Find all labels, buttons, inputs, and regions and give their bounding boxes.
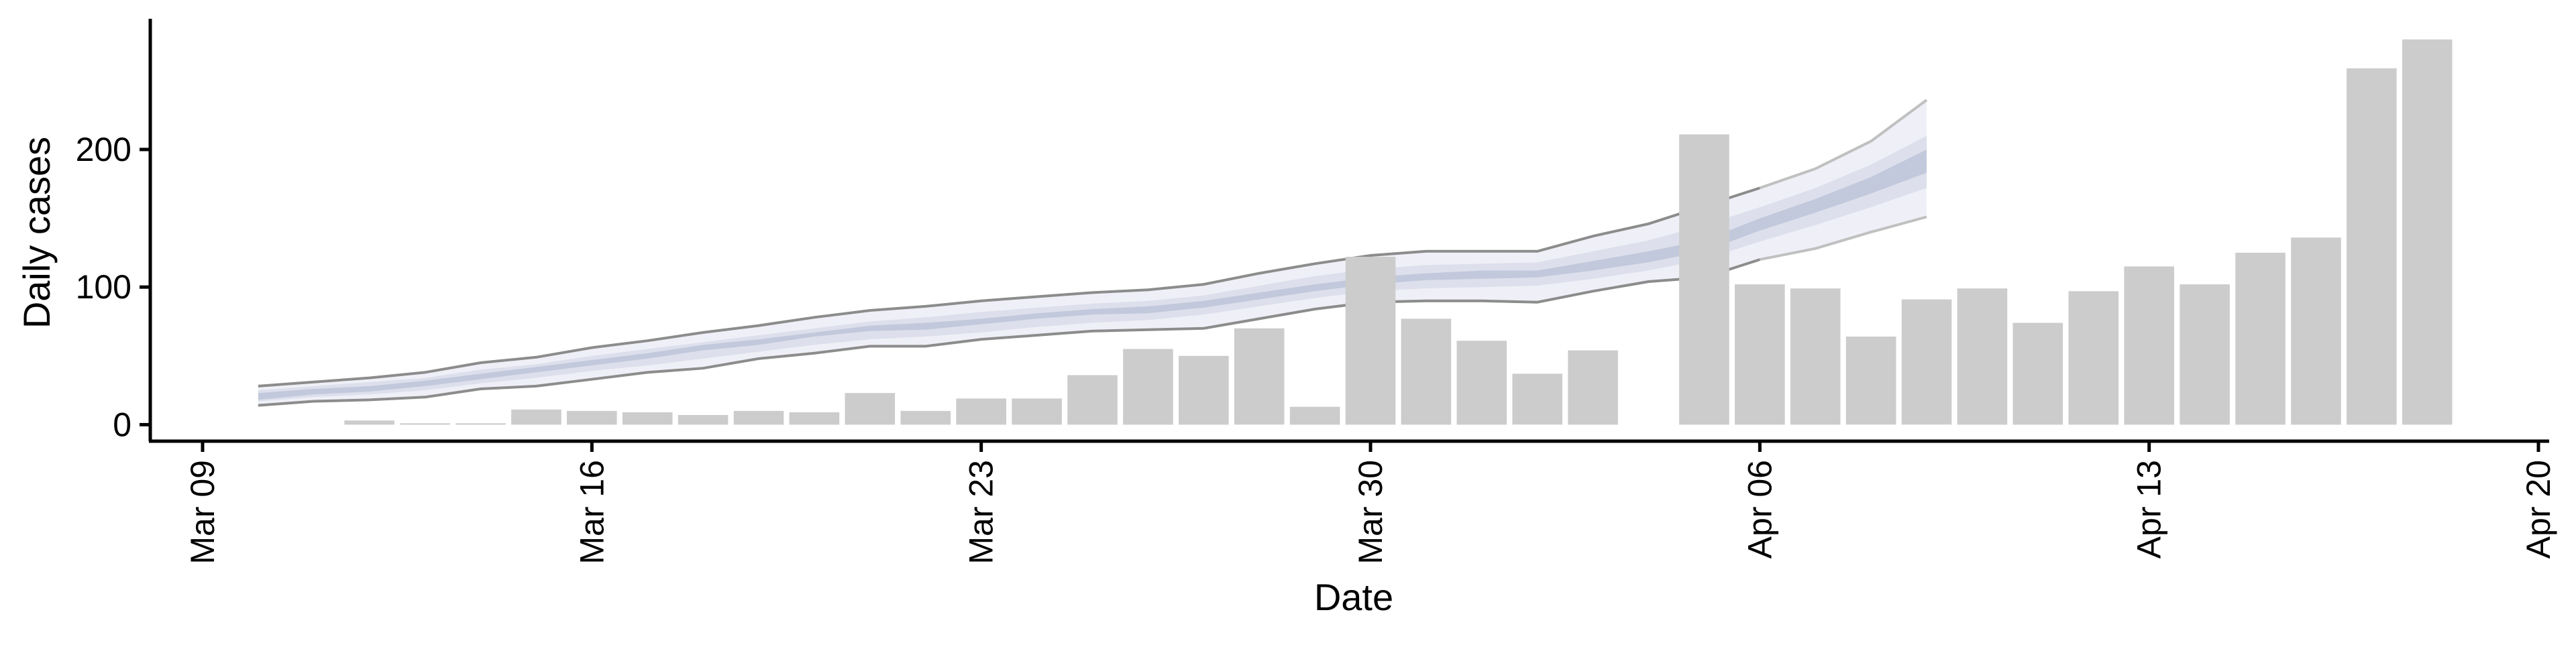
bar: [622, 412, 673, 425]
y-axis-title: Daily cases: [15, 137, 58, 329]
bar: [1512, 373, 1562, 425]
bar: [678, 415, 729, 425]
bar: [2235, 252, 2286, 425]
bar: [1067, 375, 1118, 425]
bar: [789, 412, 840, 425]
bar: [733, 410, 784, 425]
bar: [1179, 355, 1229, 425]
x-tick-label: Mar 30: [1352, 460, 1389, 565]
x-tick-label: Mar 09: [184, 460, 221, 565]
bar: [344, 420, 394, 425]
x-tick-label: Mar 16: [573, 460, 610, 565]
bar: [1012, 398, 1062, 425]
bar: [2068, 291, 2119, 425]
bar: [400, 423, 450, 425]
bar: [1790, 288, 1841, 425]
bar: [1735, 284, 1785, 425]
x-ticks: Mar 09 Mar 16 Mar 23 Mar 30 Apr 06 Apr 13 Apr …: [184, 441, 2557, 565]
bar: [1957, 288, 2008, 425]
bar: [2402, 39, 2453, 425]
y-tick-label: 200: [76, 131, 131, 168]
band-lower-line: [258, 258, 1760, 407]
x-tick-label: Apr 13: [2131, 460, 2168, 558]
bar: [845, 393, 896, 425]
projection-band: [258, 99, 1928, 407]
x-axis-title: Date: [1314, 576, 1393, 618]
bar: [1679, 134, 1729, 425]
bar: [1345, 257, 1396, 425]
bar: [1234, 328, 1285, 425]
x-tick-label: Mar 23: [963, 460, 1000, 565]
bar: [2124, 266, 2174, 425]
bar: [1456, 341, 1507, 425]
x-tick-label: Apr 06: [1741, 460, 1778, 558]
x-tick-label: Apr 20: [2520, 460, 2557, 558]
bar: [1401, 318, 1452, 425]
bar: [511, 409, 561, 425]
bar: [2347, 68, 2397, 425]
bar: [1845, 337, 1896, 425]
bar: [2291, 237, 2341, 425]
bar: [900, 410, 951, 425]
band-lower-line-tail: [1759, 215, 1927, 261]
bar: [567, 410, 617, 425]
y-ticks: 0 100 200: [76, 131, 150, 443]
bar: [956, 398, 1006, 425]
bar: [1289, 406, 1340, 425]
bar-series: [344, 39, 2453, 425]
bar: [1123, 349, 1173, 425]
bar: [1568, 350, 1618, 425]
bar: [1901, 299, 1952, 425]
bar: [455, 423, 506, 425]
y-tick-label: 0: [113, 406, 131, 443]
bar: [2012, 322, 2063, 425]
band-upper-line-tail: [1759, 99, 1928, 190]
band-upper-line: [258, 186, 1760, 388]
bar: [2180, 284, 2230, 425]
y-tick-label: 100: [76, 268, 131, 306]
